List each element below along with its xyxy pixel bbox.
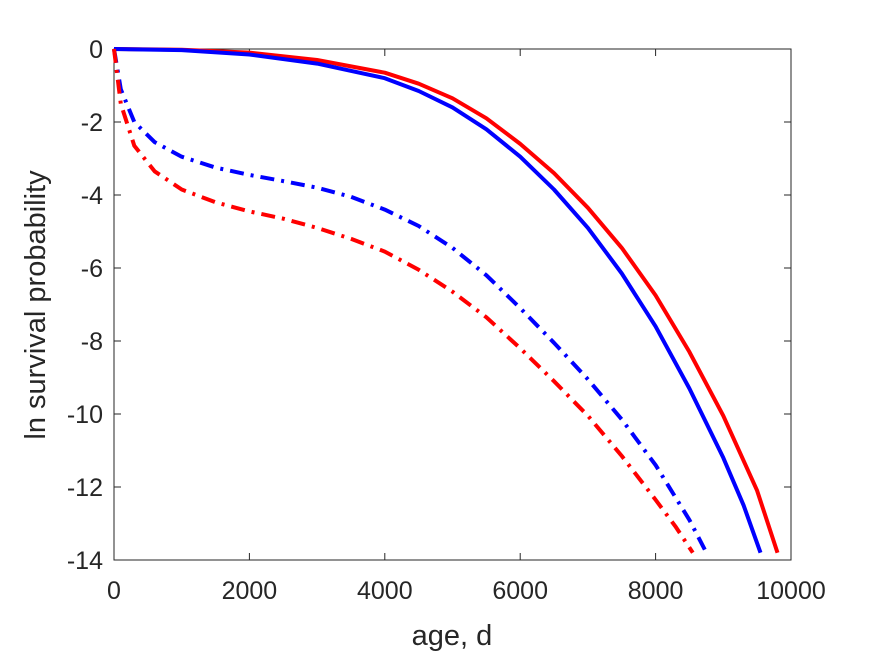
x-axis-label: age, d [412, 620, 493, 652]
x-tick-label: 8000 [628, 577, 684, 605]
series-line-dashdot-2 [112, 48, 709, 554]
series-line-solid-1 [113, 47, 763, 554]
x-tick-label: 2000 [222, 577, 278, 605]
y-tick-label: -6 [81, 255, 103, 283]
series-line-dashdot-3 [112, 48, 695, 554]
y-tick-label: 0 [89, 36, 103, 64]
y-tick-label: -4 [81, 182, 103, 210]
y-tick-label: -12 [67, 474, 103, 502]
x-axis-ticks: 0 2000 4000 6000 8000 10000 [107, 49, 826, 605]
x-tick-label: 0 [107, 577, 121, 605]
y-tick-label: -14 [67, 547, 103, 575]
y-tick-label: -2 [81, 109, 103, 137]
x-tick-label: 6000 [492, 577, 548, 605]
series-line-solid-0 [113, 47, 780, 554]
x-tick-label: 4000 [357, 577, 413, 605]
x-tick-label: 10000 [756, 577, 826, 605]
y-tick-label: -10 [67, 401, 103, 429]
series-layer [112, 47, 780, 554]
y-axis-ticks: -14 -12 -10 -8 -6 -4 -2 0 [67, 36, 791, 575]
y-axis-label: ln survival probability [20, 170, 52, 440]
plot-area [113, 48, 792, 561]
y-tick-label: -8 [81, 328, 103, 356]
